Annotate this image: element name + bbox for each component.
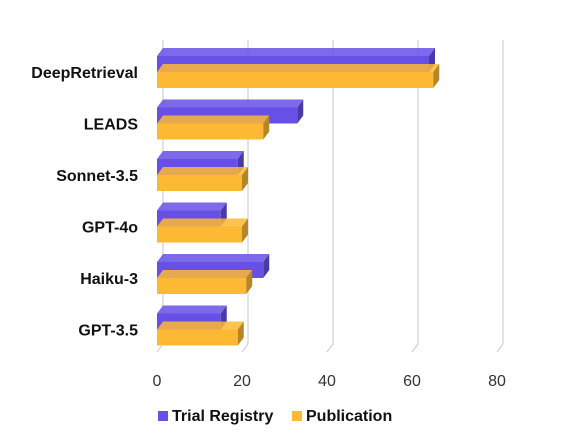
- bar-publication-gpt-4o-top: [157, 218, 248, 227]
- x-tick-label-0: 0: [153, 373, 162, 390]
- bar-trial-registry-gpt-4o-top: [157, 202, 227, 211]
- gridline-floor-20: [241, 343, 249, 353]
- category-label-gpt-4o: GPT-4o: [82, 220, 138, 237]
- bar-publication-haiku-3-side: [246, 270, 253, 294]
- x-tick-label-20: 20: [233, 373, 251, 390]
- bar-publication-gpt-4o-side: [242, 218, 248, 243]
- legend-label-publication: Publication: [306, 408, 392, 425]
- bar-publication-gpt-4o: [157, 226, 242, 243]
- bar-trial-registry-leads-top: [157, 99, 304, 108]
- category-label-leads: LEADS: [84, 117, 139, 134]
- bar-publication-haiku-3: [157, 278, 247, 294]
- bar-publication-sonnet-3-5: [157, 175, 242, 191]
- bar-publication-sonnet-3-5-side: [242, 167, 248, 191]
- bar-trial-registry-sonnet-3-5-top: [157, 151, 244, 159]
- legend-swatch-trial-registry: [158, 411, 168, 421]
- bar-publication-leads: [157, 123, 264, 140]
- category-label-haiku-3: Haiku-3: [80, 271, 138, 288]
- legend-swatch-publication: [292, 411, 302, 421]
- x-tick-label-80: 80: [488, 373, 506, 390]
- bar-publication-deepretrieval-top: [157, 64, 440, 72]
- bar-publication-leads-side: [263, 115, 270, 140]
- gridline-floor-80: [496, 343, 504, 353]
- category-label-gpt-3-5: GPT-3.5: [78, 323, 138, 340]
- bar-publication-gpt-3-5-side: [237, 321, 244, 346]
- x-tick-label-40: 40: [318, 373, 336, 390]
- bar-publication-leads-top: [157, 115, 270, 124]
- gridline-floor-40: [326, 343, 334, 353]
- bar-trial-registry-leads-side: [297, 99, 304, 124]
- gridline-floor-60: [411, 343, 419, 353]
- category-label-sonnet-3-5: Sonnet-3.5: [56, 168, 138, 185]
- bar-publication-haiku-3-top: [157, 270, 253, 278]
- bar-publication-gpt-3-5: [157, 329, 238, 346]
- bar-publication-gpt-3-5-top: [157, 321, 244, 330]
- bar-trial-registry-deepretrieval-top: [157, 48, 435, 56]
- bar-publication-sonnet-3-5-top: [157, 167, 248, 175]
- legend-label-trial-registry: Trial Registry: [172, 408, 273, 425]
- bar-publication-deepretrieval: [157, 72, 434, 88]
- bar-trial-registry-gpt-3-5-top: [157, 305, 227, 314]
- bar-trial-registry-haiku-3-top: [157, 254, 270, 262]
- category-label-deepretrieval: DeepRetrieval: [31, 65, 138, 82]
- x-tick-label-60: 60: [403, 373, 421, 390]
- bar-trial-registry-haiku-3-side: [263, 254, 270, 278]
- bar-publication-deepretrieval-side: [433, 64, 440, 88]
